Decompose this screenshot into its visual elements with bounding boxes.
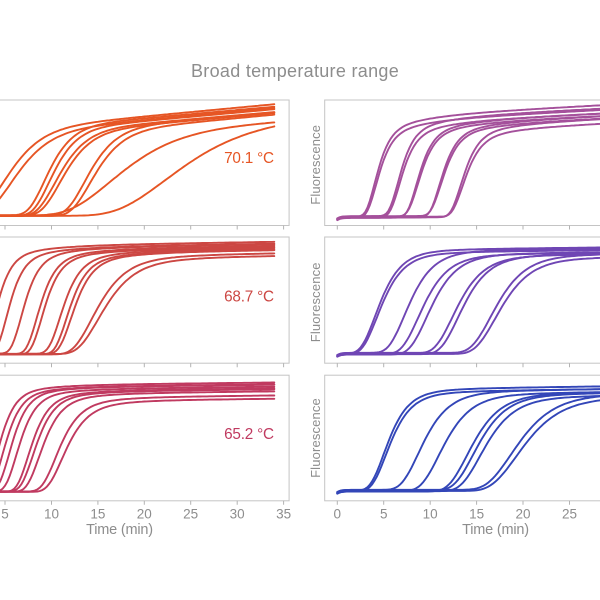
svg-text:10: 10 <box>44 507 59 522</box>
svg-text:30: 30 <box>230 507 245 522</box>
svg-text:20: 20 <box>515 507 530 522</box>
svg-text:0: 0 <box>334 507 342 522</box>
svg-text:35: 35 <box>276 507 291 522</box>
svg-text:Time (min): Time (min) <box>462 522 529 538</box>
svg-text:20: 20 <box>137 507 152 522</box>
svg-text:Broad temperature range: Broad temperature range <box>191 61 399 81</box>
svg-text:Fluorescence: Fluorescence <box>308 398 323 478</box>
svg-text:70.1 °C: 70.1 °C <box>224 150 274 167</box>
svg-text:5: 5 <box>380 507 388 522</box>
svg-text:15: 15 <box>90 507 105 522</box>
svg-text:Fluorescence: Fluorescence <box>308 125 323 205</box>
svg-text:25: 25 <box>183 507 198 522</box>
svg-text:Time (min): Time (min) <box>86 522 153 538</box>
svg-text:5: 5 <box>1 507 9 522</box>
svg-text:68.7 °C: 68.7 °C <box>224 289 274 306</box>
svg-text:25: 25 <box>562 507 577 522</box>
svg-text:65.2 °C: 65.2 °C <box>224 426 274 443</box>
svg-text:15: 15 <box>469 507 484 522</box>
svg-text:10: 10 <box>423 507 438 522</box>
svg-text:Fluorescence: Fluorescence <box>308 262 323 342</box>
